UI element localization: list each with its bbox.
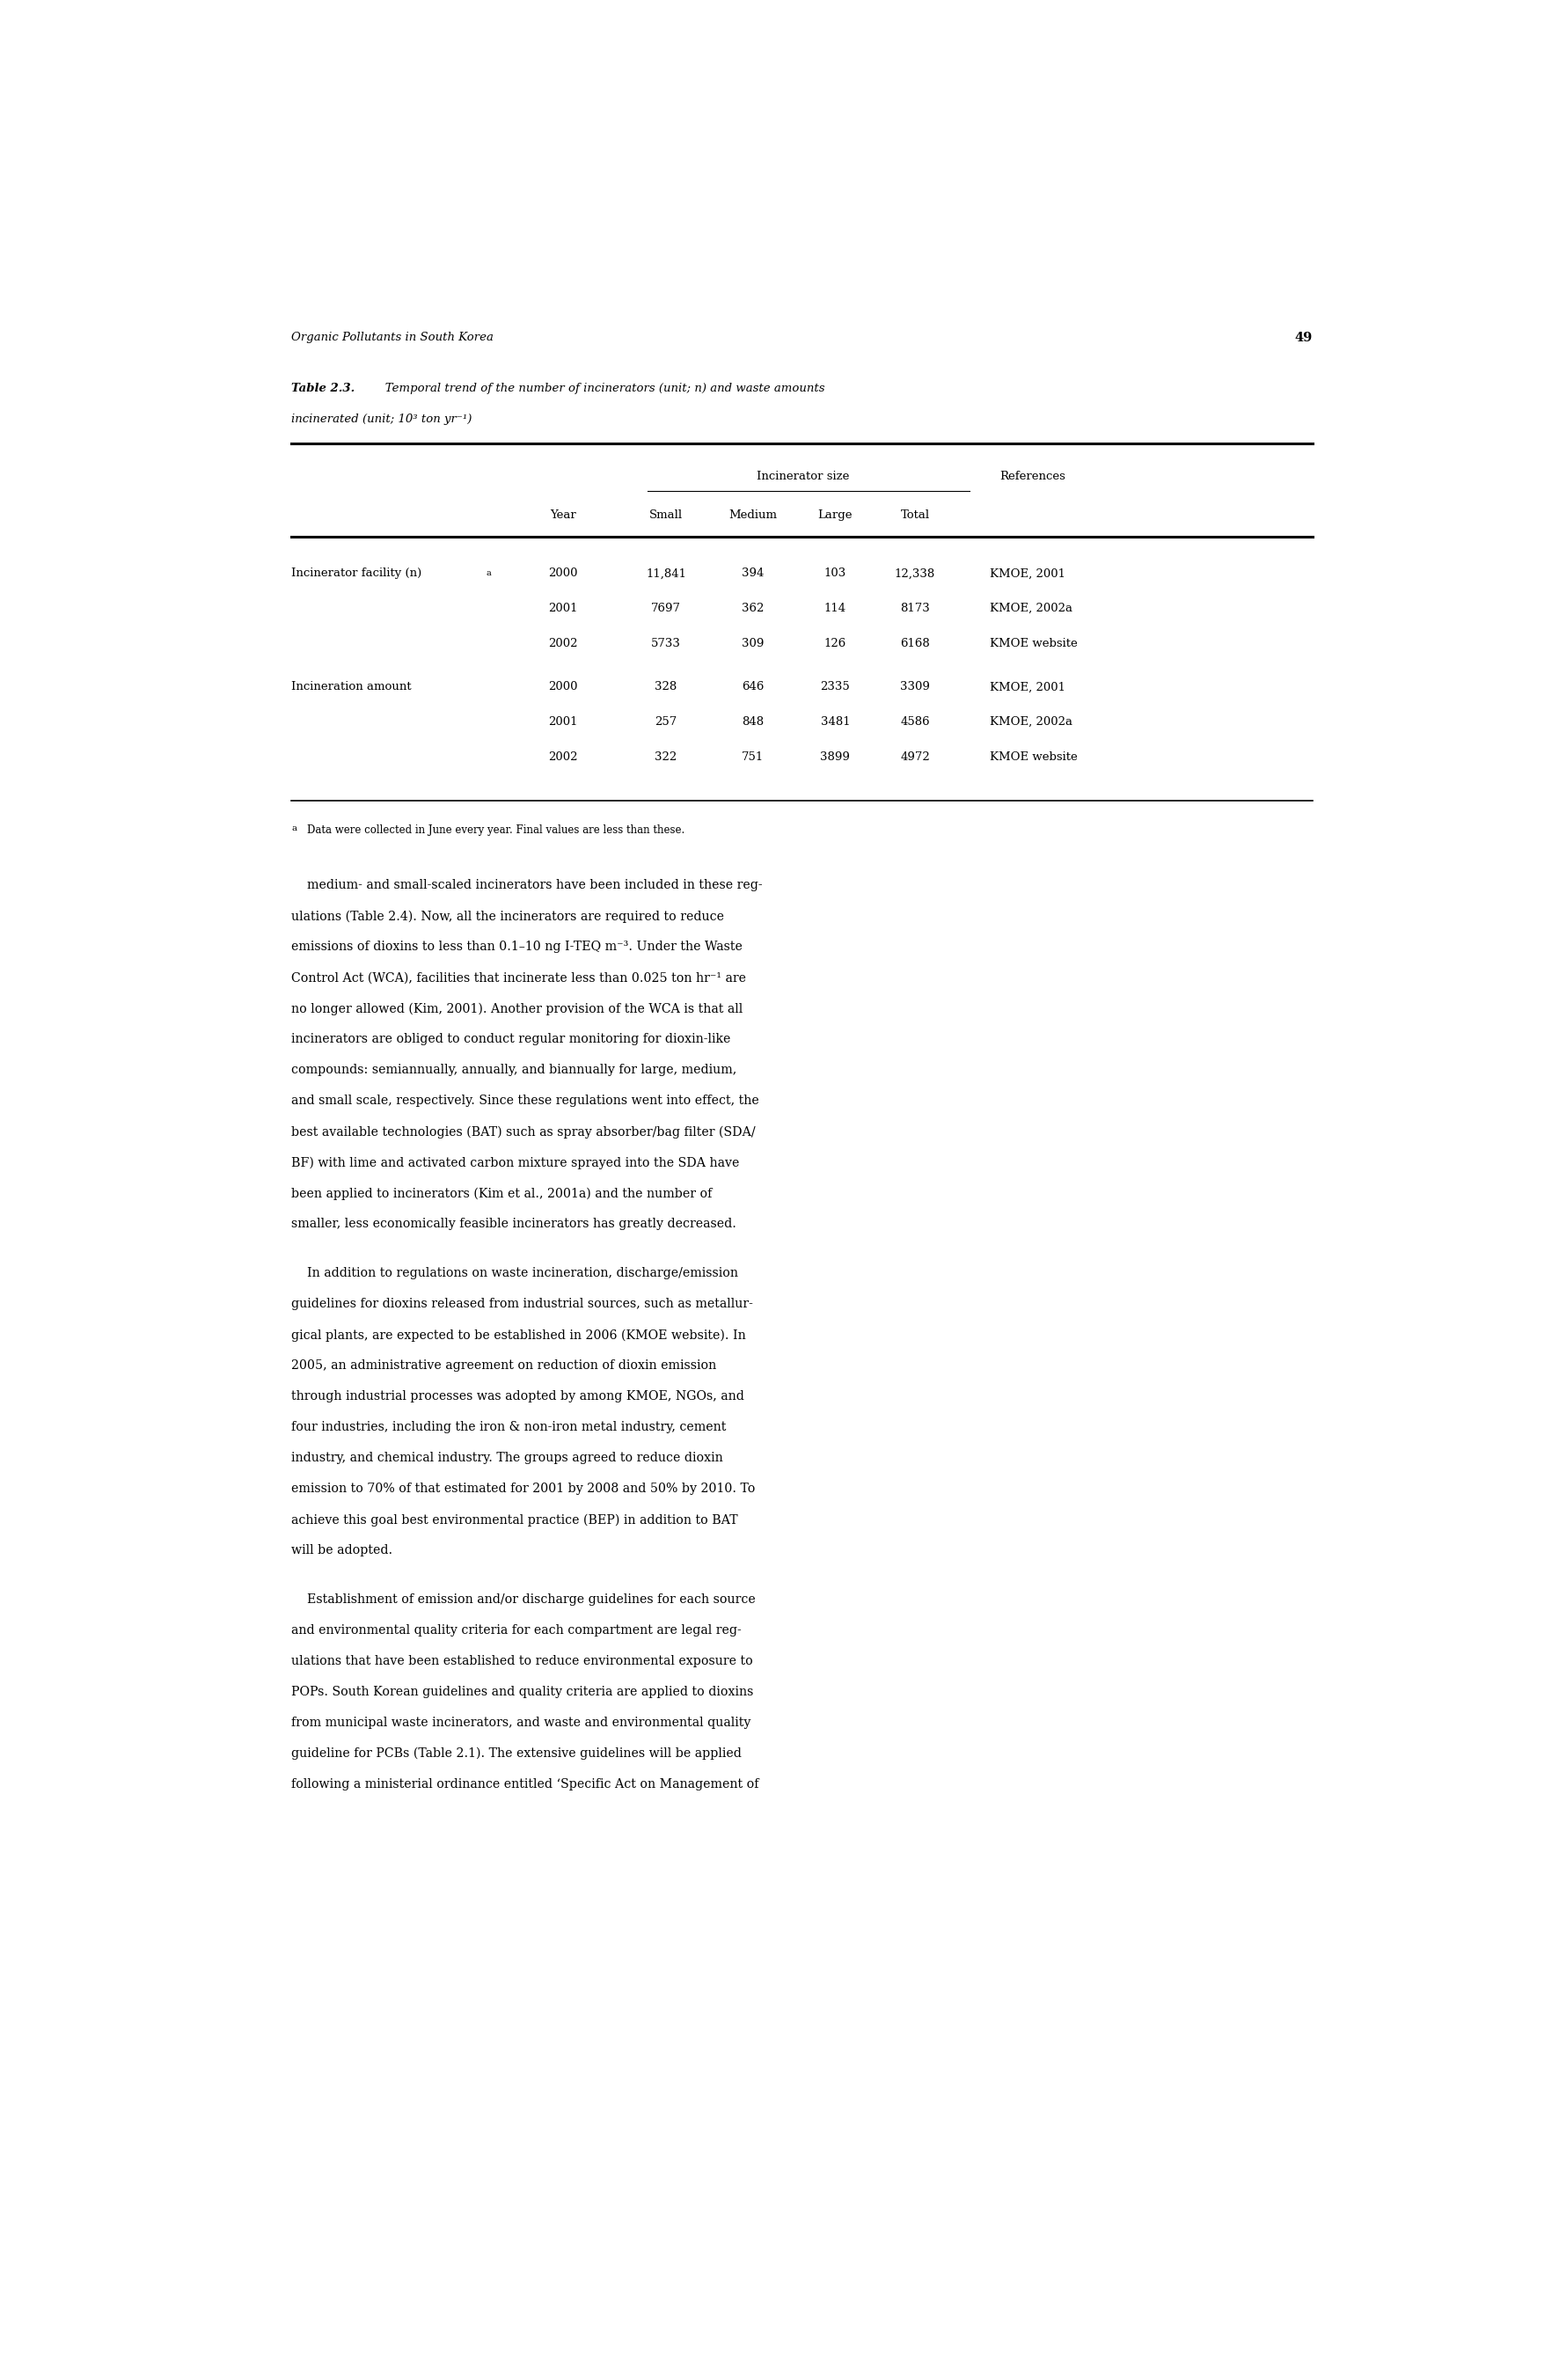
Text: 2002: 2002 xyxy=(549,752,578,762)
Text: Incineration amount: Incineration amount xyxy=(292,681,412,693)
Text: Medium: Medium xyxy=(730,509,778,521)
Text: a: a xyxy=(292,823,296,833)
Text: incinerators are obliged to conduct regular monitoring for dioxin-like: incinerators are obliged to conduct regu… xyxy=(292,1033,731,1045)
Text: will be adopted.: will be adopted. xyxy=(292,1545,393,1557)
Text: industry, and chemical industry. The groups agreed to reduce dioxin: industry, and chemical industry. The gro… xyxy=(292,1452,723,1464)
Text: medium- and small-scaled incinerators have been included in these reg-: medium- and small-scaled incinerators ha… xyxy=(292,878,762,892)
Text: achieve this goal best environmental practice (BEP) in addition to BAT: achieve this goal best environmental pra… xyxy=(292,1514,737,1526)
Text: best available technologies (BAT) such as spray absorber/bag filter (SDA/: best available technologies (BAT) such a… xyxy=(292,1126,756,1138)
Text: Organic Pollutants in South Korea: Organic Pollutants in South Korea xyxy=(292,331,494,343)
Text: KMOE, 2001: KMOE, 2001 xyxy=(990,569,1065,578)
Text: 2001: 2001 xyxy=(549,716,578,728)
Text: KMOE website: KMOE website xyxy=(990,752,1077,762)
Text: compounds: semiannually, annually, and biannually for large, medium,: compounds: semiannually, annually, and b… xyxy=(292,1064,737,1076)
Text: 8173: 8173 xyxy=(900,602,929,614)
Text: 2000: 2000 xyxy=(549,569,578,578)
Text: 103: 103 xyxy=(825,569,847,578)
Text: smaller, less economically feasible incinerators has greatly decreased.: smaller, less economically feasible inci… xyxy=(292,1219,736,1230)
Text: emissions of dioxins to less than 0.1–10 ng I-TEQ m⁻³. Under the Waste: emissions of dioxins to less than 0.1–10… xyxy=(292,940,742,954)
Text: gical plants, are expected to be established in 2006 (KMOE website). In: gical plants, are expected to be establi… xyxy=(292,1328,747,1342)
Text: 394: 394 xyxy=(742,569,764,578)
Text: been applied to incinerators (Kim et al., 2001a) and the number of: been applied to incinerators (Kim et al.… xyxy=(292,1188,712,1200)
Text: 5733: 5733 xyxy=(652,638,681,650)
Text: 328: 328 xyxy=(655,681,677,693)
Text: guidelines for dioxins released from industrial sources, such as metallur-: guidelines for dioxins released from ind… xyxy=(292,1297,753,1311)
Text: 114: 114 xyxy=(825,602,847,614)
Text: 4586: 4586 xyxy=(900,716,929,728)
Text: Year: Year xyxy=(550,509,577,521)
Text: 362: 362 xyxy=(742,602,764,614)
Text: Large: Large xyxy=(818,509,853,521)
Text: 3481: 3481 xyxy=(820,716,850,728)
Text: 2335: 2335 xyxy=(820,681,850,693)
Text: a: a xyxy=(486,569,491,578)
Text: Control Act (WCA), facilities that incinerate less than 0.025 ton hr⁻¹ are: Control Act (WCA), facilities that incin… xyxy=(292,971,747,983)
Text: Establishment of emission and/or discharge guidelines for each source: Establishment of emission and/or dischar… xyxy=(292,1592,756,1607)
Text: Small: Small xyxy=(649,509,683,521)
Text: Temporal trend of the number of incinerators (unit; n) and waste amounts: Temporal trend of the number of incinera… xyxy=(374,383,825,395)
Text: ulations (Table 2.4). Now, all the incinerators are required to reduce: ulations (Table 2.4). Now, all the incin… xyxy=(292,909,725,923)
Text: Incinerator size: Incinerator size xyxy=(756,471,850,483)
Text: 2001: 2001 xyxy=(549,602,578,614)
Text: In addition to regulations on waste incineration, discharge/emission: In addition to regulations on waste inci… xyxy=(292,1266,739,1280)
Text: BF) with lime and activated carbon mixture sprayed into the SDA have: BF) with lime and activated carbon mixtu… xyxy=(292,1157,739,1169)
Text: emission to 70% of that estimated for 2001 by 2008 and 50% by 2010. To: emission to 70% of that estimated for 20… xyxy=(292,1483,756,1495)
Text: KMOE, 2002a: KMOE, 2002a xyxy=(990,602,1073,614)
Text: KMOE, 2002a: KMOE, 2002a xyxy=(990,716,1073,728)
Text: References: References xyxy=(999,471,1065,483)
Text: Table 2.3.: Table 2.3. xyxy=(292,383,355,395)
Text: 848: 848 xyxy=(742,716,764,728)
Text: POPs. South Korean guidelines and quality criteria are applied to dioxins: POPs. South Korean guidelines and qualit… xyxy=(292,1685,753,1697)
Text: 322: 322 xyxy=(655,752,677,762)
Text: 12,338: 12,338 xyxy=(895,569,935,578)
Text: 2005, an administrative agreement on reduction of dioxin emission: 2005, an administrative agreement on red… xyxy=(292,1359,717,1371)
Text: 7697: 7697 xyxy=(652,602,681,614)
Text: 257: 257 xyxy=(655,716,677,728)
Text: through industrial processes was adopted by among KMOE, NGOs, and: through industrial processes was adopted… xyxy=(292,1390,745,1402)
Text: KMOE website: KMOE website xyxy=(990,638,1077,650)
Text: Total: Total xyxy=(901,509,929,521)
Text: 126: 126 xyxy=(825,638,847,650)
Text: guideline for PCBs (Table 2.1). The extensive guidelines will be applied: guideline for PCBs (Table 2.1). The exte… xyxy=(292,1747,742,1759)
Text: 751: 751 xyxy=(742,752,764,762)
Text: 49: 49 xyxy=(1294,331,1313,343)
Text: no longer allowed (Kim, 2001). Another provision of the WCA is that all: no longer allowed (Kim, 2001). Another p… xyxy=(292,1002,744,1016)
Text: 309: 309 xyxy=(742,638,764,650)
Text: 2000: 2000 xyxy=(549,681,578,693)
Text: incinerated (unit; 10³ ton yr⁻¹): incinerated (unit; 10³ ton yr⁻¹) xyxy=(292,414,472,426)
Text: from municipal waste incinerators, and waste and environmental quality: from municipal waste incinerators, and w… xyxy=(292,1716,751,1728)
Text: 3309: 3309 xyxy=(900,681,929,693)
Text: following a ministerial ordinance entitled ‘Specific Act on Management of: following a ministerial ordinance entitl… xyxy=(292,1778,759,1790)
Text: and small scale, respectively. Since these regulations went into effect, the: and small scale, respectively. Since the… xyxy=(292,1095,759,1107)
Text: 2002: 2002 xyxy=(549,638,578,650)
Text: four industries, including the iron & non-iron metal industry, cement: four industries, including the iron & no… xyxy=(292,1421,726,1433)
Text: Incinerator facility (n): Incinerator facility (n) xyxy=(292,569,422,578)
Text: 11,841: 11,841 xyxy=(645,569,686,578)
Text: and environmental quality criteria for each compartment are legal reg-: and environmental quality criteria for e… xyxy=(292,1623,742,1637)
Text: Data were collected in June every year. Final values are less than these.: Data were collected in June every year. … xyxy=(307,823,684,835)
Text: 646: 646 xyxy=(742,681,764,693)
Text: 3899: 3899 xyxy=(820,752,850,762)
Text: KMOE, 2001: KMOE, 2001 xyxy=(990,681,1065,693)
Text: 6168: 6168 xyxy=(900,638,929,650)
Text: ulations that have been established to reduce environmental exposure to: ulations that have been established to r… xyxy=(292,1654,753,1668)
Text: 4972: 4972 xyxy=(900,752,929,762)
